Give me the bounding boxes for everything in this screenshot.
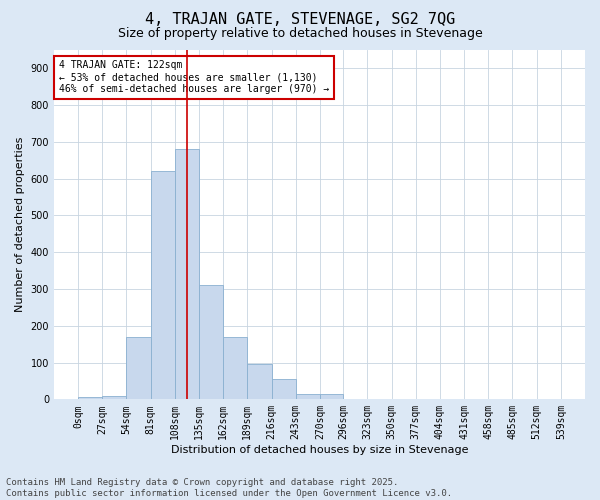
Text: Size of property relative to detached houses in Stevenage: Size of property relative to detached ho… bbox=[118, 28, 482, 40]
Bar bbox=[223, 337, 247, 400]
Text: Contains HM Land Registry data © Crown copyright and database right 2025.
Contai: Contains HM Land Registry data © Crown c… bbox=[6, 478, 452, 498]
X-axis label: Distribution of detached houses by size in Stevenage: Distribution of detached houses by size … bbox=[171, 445, 468, 455]
Bar bbox=[272, 379, 296, 400]
Bar bbox=[151, 172, 175, 400]
Bar bbox=[175, 150, 199, 400]
Bar bbox=[199, 286, 223, 400]
Bar bbox=[247, 364, 272, 400]
Bar bbox=[320, 394, 343, 400]
Bar bbox=[102, 396, 127, 400]
Text: 4, TRAJAN GATE, STEVENAGE, SG2 7QG: 4, TRAJAN GATE, STEVENAGE, SG2 7QG bbox=[145, 12, 455, 28]
Bar bbox=[296, 394, 320, 400]
Text: 4 TRAJAN GATE: 122sqm
← 53% of detached houses are smaller (1,130)
46% of semi-d: 4 TRAJAN GATE: 122sqm ← 53% of detached … bbox=[59, 60, 329, 94]
Bar bbox=[78, 398, 102, 400]
Bar bbox=[127, 337, 151, 400]
Y-axis label: Number of detached properties: Number of detached properties bbox=[15, 137, 25, 312]
